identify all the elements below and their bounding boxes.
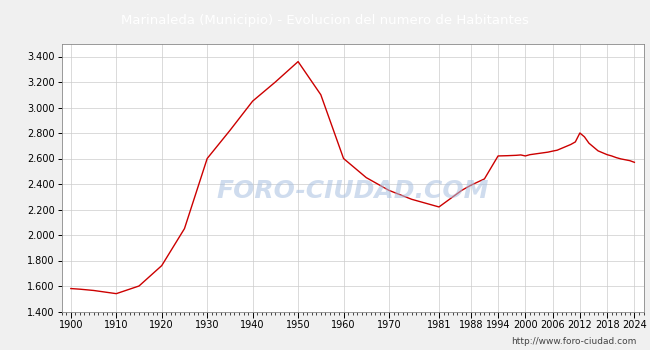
Text: Marinaleda (Municipio) - Evolucion del numero de Habitantes: Marinaleda (Municipio) - Evolucion del n… (121, 14, 529, 27)
Text: FORO-CIUDAD.COM: FORO-CIUDAD.COM (216, 179, 489, 203)
Text: http://www.foro-ciudad.com: http://www.foro-ciudad.com (512, 337, 637, 346)
